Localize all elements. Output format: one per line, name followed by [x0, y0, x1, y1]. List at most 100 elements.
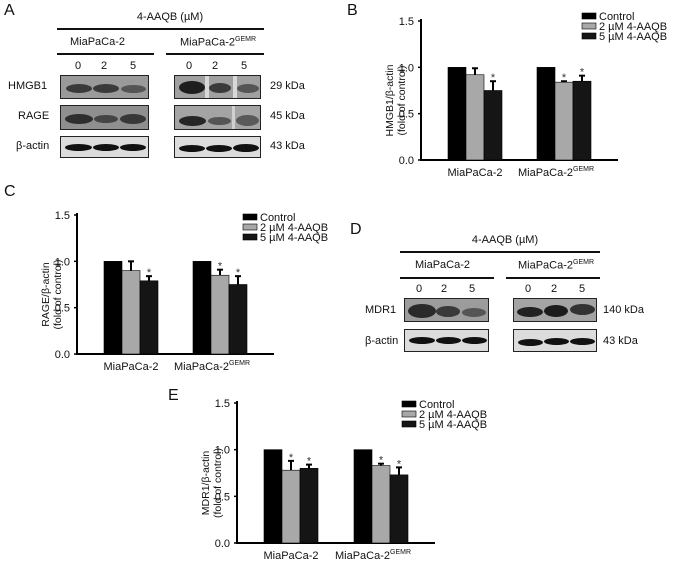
treatment-label: 4-AAQB (µM): [471, 234, 539, 246]
dose-label: 2: [101, 60, 108, 72]
dose-label: 5: [130, 60, 137, 72]
y-axis-label: RAGE/β-actin: [40, 262, 52, 327]
y-tick-label: 1.0: [399, 62, 414, 74]
cell-line-label-2: MiaPaCa-2GEMR: [518, 259, 595, 272]
row-label: HMGB1: [8, 80, 48, 92]
panel-letter-d: D: [350, 221, 362, 238]
blot-image-actin-right: [513, 329, 597, 352]
legend-label: 2 µM 4-AAQB: [260, 222, 328, 234]
significance-asterisk: *: [397, 458, 402, 470]
cell-line-label-2: MiaPaCa-2GEMR: [180, 36, 257, 49]
y-tick-label: 1.0: [55, 256, 70, 268]
blot-image-actin-left: [404, 329, 489, 352]
blot-image-mdr1-left: [404, 298, 489, 322]
legend-swatch: [242, 213, 258, 221]
bar: [389, 474, 409, 544]
legend-label: 5 µM 4-AAQB: [419, 419, 487, 431]
significance-asterisk: *: [236, 267, 241, 279]
dose-label: 0: [525, 283, 532, 295]
y-tick-label: 0.0: [399, 155, 414, 167]
bar: [263, 449, 283, 544]
y-tick-label: 1.0: [215, 445, 230, 457]
category-label: MiaPaCa-2: [447, 167, 502, 179]
dose-label: 2: [551, 283, 558, 295]
category-label: MiaPaCa-2GEMR: [174, 360, 250, 373]
cell-line-label-1: MiaPaCa-2: [415, 259, 471, 271]
blot-image-actin-right: [174, 136, 261, 158]
blot-image-mdr1-right: [513, 298, 597, 322]
bar: [299, 468, 319, 544]
dose-label: 0: [186, 60, 193, 72]
bar: [572, 80, 592, 161]
y-tick-label: 1.5: [215, 398, 230, 410]
bar: [210, 274, 230, 355]
kda-label: 29 kDa: [270, 80, 305, 92]
bar: [192, 261, 212, 355]
y-tick-label: 0.5: [55, 303, 70, 315]
row-label: β-actin: [365, 335, 399, 347]
blot-image-hmgb1-right: [174, 75, 261, 99]
panel-letter-c: C: [4, 183, 16, 200]
legend-swatch: [401, 400, 417, 408]
bar: [536, 67, 556, 161]
row-label: RAGE: [18, 110, 50, 122]
divider-line: [166, 53, 264, 55]
bar: [121, 270, 141, 355]
category-label: MiaPaCa-2: [263, 550, 318, 562]
blot-image-hmgb1-left: [60, 75, 149, 99]
y-axis-label: (fold of control): [52, 259, 64, 329]
y-tick-label: 0.0: [215, 538, 230, 550]
divider-line: [400, 277, 494, 279]
legend-label: 5 µM 4-AAQB: [599, 31, 667, 43]
y-tick-label: 0.5: [215, 491, 230, 503]
legend-swatch: [581, 32, 597, 40]
panel-letter-a: A: [4, 2, 15, 19]
bar: [353, 449, 373, 544]
dose-label: 0: [416, 283, 423, 295]
blot-image-rage-right: [174, 105, 261, 130]
bar: [281, 469, 301, 544]
significance-asterisk: *: [147, 267, 152, 279]
kda-label: 45 kDa: [270, 110, 305, 122]
y-tick-label: 1.5: [55, 210, 70, 222]
category-label: MiaPaCa-2: [103, 361, 158, 373]
significance-asterisk: *: [218, 261, 223, 273]
divider-line: [57, 53, 154, 55]
legend-label: 2 µM 4-AAQB: [419, 409, 487, 421]
bar: [371, 465, 391, 544]
legend-label: 5 µM 4-AAQB: [260, 232, 328, 244]
cell-line-label-1: MiaPaCa-2: [70, 36, 126, 48]
category-label: MiaPaCa-2GEMR: [518, 166, 594, 179]
significance-asterisk: *: [379, 455, 384, 467]
legend-swatch: [242, 223, 258, 231]
panel-letter-b: B: [347, 2, 358, 19]
divider-line: [506, 277, 600, 279]
y-axis-label: HMGB1/β-actin: [384, 64, 396, 136]
row-label: MDR1: [365, 304, 397, 316]
significance-asterisk: *: [491, 72, 496, 84]
bar: [228, 284, 248, 355]
legend-swatch: [581, 12, 597, 20]
bar: [554, 81, 574, 161]
legend-label: 2 µM 4-AAQB: [599, 21, 667, 33]
bar: [139, 280, 159, 355]
blot-image-rage-left: [60, 105, 149, 130]
dose-label: 5: [469, 283, 476, 295]
significance-asterisk: *: [289, 452, 294, 464]
legend-swatch: [401, 420, 417, 428]
row-label: β-actin: [16, 140, 50, 152]
legend-swatch: [401, 410, 417, 418]
y-tick-label: 0.5: [399, 109, 414, 121]
dose-label: 2: [212, 60, 219, 72]
dose-label: 5: [579, 283, 586, 295]
legend-label: Control: [419, 399, 454, 411]
legend-label: Control: [599, 11, 634, 23]
significance-asterisk: *: [307, 456, 312, 468]
significance-asterisk: *: [562, 72, 567, 84]
treatment-label: 4-AAQB (µM): [136, 11, 204, 23]
panel-letter-e: E: [168, 387, 179, 404]
dose-label: 2: [441, 283, 448, 295]
kda-label: 140 kDa: [603, 304, 644, 316]
y-tick-label: 0.0: [55, 349, 70, 361]
